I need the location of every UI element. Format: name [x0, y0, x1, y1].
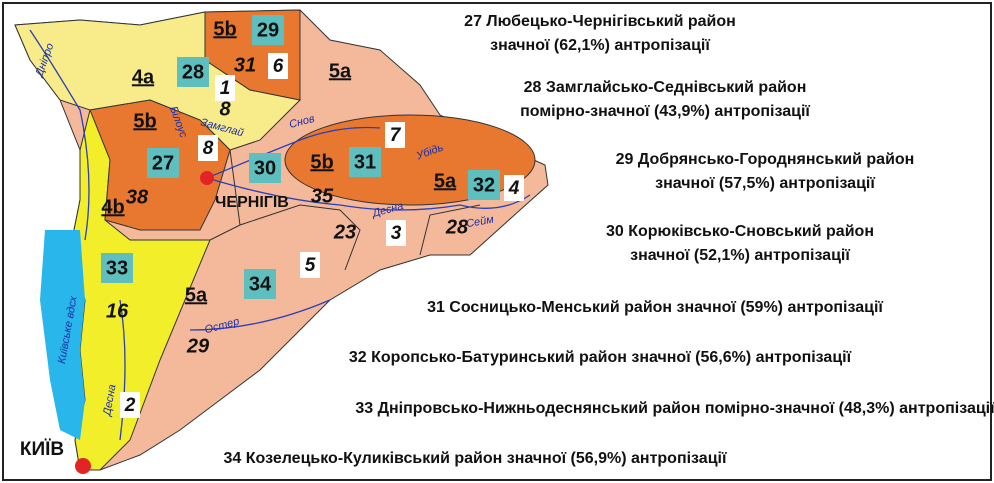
italic-number: 31 — [234, 54, 256, 76]
region-number: 29 — [257, 19, 279, 41]
region-box — [147, 148, 179, 178]
box-number: 4 — [508, 178, 520, 199]
city-label: КИЇВ — [20, 439, 64, 460]
number-box — [504, 175, 524, 201]
number-box — [120, 392, 140, 418]
italic-number: 29 — [186, 335, 210, 357]
italic-number: 28 — [445, 216, 469, 238]
italic-number: 35 — [311, 185, 334, 207]
zone-4a — [14, 11, 302, 151]
region-box — [468, 170, 500, 200]
region-number: 33 — [106, 257, 128, 279]
region-number: 31 — [354, 151, 376, 173]
river-line — [206, 126, 381, 179]
region-number: 27 — [152, 152, 174, 174]
box-number: 3 — [391, 223, 402, 244]
zone-code: 4a — [132, 66, 155, 88]
river-line — [206, 177, 531, 211]
legend-line: 30 Корюківсько-Сновський район — [606, 223, 874, 240]
region-number: 30 — [254, 157, 276, 179]
number-box — [386, 220, 406, 246]
number-box — [198, 135, 218, 161]
rivers — [29, 29, 531, 441]
legend-line: 27 Любецько-Чернігівський район — [464, 13, 736, 30]
zone-code: 4b — [101, 196, 124, 218]
box-number: 1 — [220, 78, 231, 99]
legend-line: 33 Дніпровсько-Нижньодеснянський район п… — [355, 400, 994, 417]
legend-line: 28 Замглайсько-Седнівський район — [524, 79, 807, 96]
river-label: Десна — [101, 383, 119, 418]
legend-line: 34 Козелецько-Куликівський район значної… — [224, 450, 727, 467]
italic-number: 8 — [219, 98, 231, 120]
legend-line: 32 Коропсько-Батуринський район значної … — [349, 349, 852, 366]
river-line — [29, 29, 90, 241]
legend-line: значної (62,1%) антропізації — [490, 37, 710, 54]
number-box — [300, 252, 320, 278]
region-box — [252, 15, 284, 45]
box-number: 8 — [203, 138, 214, 159]
zone-code: 5b — [310, 151, 333, 173]
territory — [14, 9, 549, 471]
region-box — [177, 57, 209, 87]
region-number: 32 — [473, 174, 495, 196]
box-number: 2 — [124, 395, 136, 416]
number-box — [215, 75, 235, 101]
region-box — [244, 269, 276, 299]
region-box — [349, 147, 381, 177]
box-number: 6 — [273, 56, 284, 77]
region-box — [101, 253, 133, 283]
italic-number: 23 — [333, 221, 356, 243]
legend-line: помірно-значної (43,9%) антропізації — [520, 103, 810, 120]
number-box — [385, 122, 405, 148]
river-label: Сейм — [465, 214, 495, 231]
reservoir — [40, 230, 85, 440]
legend-line: 29 Добрянсько-Городнянський район — [616, 151, 915, 168]
legend-line: 31 Сосницько-Менський район значної (59%… — [427, 299, 883, 316]
legend-line: значної (57,5%) антропізації — [655, 175, 875, 192]
city-label: ЧЕРНІГІВ — [215, 194, 289, 211]
italic-number: 38 — [126, 186, 149, 208]
boundary — [209, 149, 481, 271]
zone-code: 5b — [213, 18, 236, 40]
box-number: 7 — [390, 125, 402, 146]
box-number: 5 — [305, 255, 316, 276]
region-number: 28 — [182, 61, 204, 83]
zone-code: 5a — [329, 60, 352, 82]
region-number: 34 — [249, 273, 272, 295]
zone-code: 5a — [185, 284, 208, 306]
city-dot — [200, 171, 214, 185]
legend-line: значної (52,1%) антропізації — [630, 247, 850, 264]
region-box — [249, 153, 281, 183]
zone-code: 5a — [434, 170, 457, 192]
italic-number: 16 — [106, 300, 129, 322]
zone-code: 5b — [133, 110, 156, 132]
number-box — [268, 53, 288, 79]
city-dot — [75, 458, 91, 474]
river-line — [119, 299, 331, 441]
